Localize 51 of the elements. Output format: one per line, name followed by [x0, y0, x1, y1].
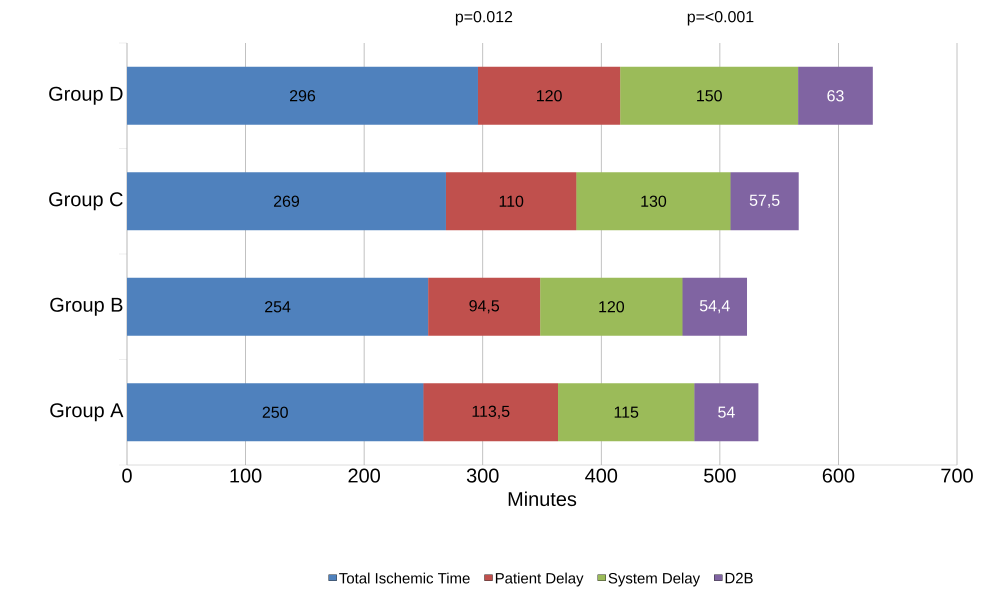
bar [127, 278, 428, 336]
legend-label: D2B [726, 572, 753, 584]
x-tick-label: 0 [122, 468, 132, 483]
data-label: 94,5 [469, 300, 500, 314]
legend-label: Total Ischemic Time [339, 572, 470, 584]
bar [428, 278, 540, 336]
x-tick-label: 600 [822, 468, 854, 483]
bar [127, 172, 446, 230]
data-label: 110 [500, 196, 524, 207]
bar [423, 383, 558, 442]
y-tick-label: Group C [49, 192, 123, 210]
bar [682, 278, 748, 336]
data-label: 296 [290, 90, 316, 102]
data-label: 54 [718, 406, 735, 418]
data-label: 250 [262, 406, 288, 418]
data-label: 150 [697, 90, 722, 102]
y-tick-label: Group D [49, 86, 123, 105]
bar [558, 383, 694, 442]
x-tick-label: 100 [230, 468, 262, 483]
text: p=<0.001 [688, 11, 754, 26]
data-label: 57,5 [750, 194, 780, 208]
bar [446, 172, 576, 230]
bar [798, 66, 873, 125]
bar [540, 278, 683, 336]
bar [127, 66, 478, 125]
bar [694, 383, 758, 442]
data-label: 120 [599, 301, 624, 312]
x-tick-label: 700 [941, 468, 973, 483]
data-label: 115 [614, 406, 638, 418]
x-tick-label: 500 [704, 468, 736, 483]
data-label: 120 [537, 90, 562, 102]
x-tick-label: 200 [348, 468, 380, 483]
data-label: 130 [641, 196, 666, 207]
data-label: 54,4 [700, 300, 730, 314]
data-label: 63 [827, 90, 844, 102]
bar [730, 172, 799, 230]
bar [576, 172, 731, 230]
legend-label: System Delay [608, 572, 700, 586]
y-tick-label: Group A [50, 403, 124, 422]
data-label: 113,5 [472, 406, 510, 419]
x-tick-label: 400 [585, 468, 618, 483]
legend-label: Patient Delay [496, 572, 584, 586]
x-tick-label: 300 [466, 468, 499, 483]
text: p=0.012 [456, 11, 512, 26]
bar [127, 383, 424, 442]
data-label: 254 [265, 301, 290, 312]
bar [620, 66, 798, 125]
data-label: 269 [274, 196, 300, 207]
y-tick-label: Group B [50, 298, 122, 316]
bar [478, 66, 620, 125]
x-axis-title: Minutes [508, 491, 576, 506]
